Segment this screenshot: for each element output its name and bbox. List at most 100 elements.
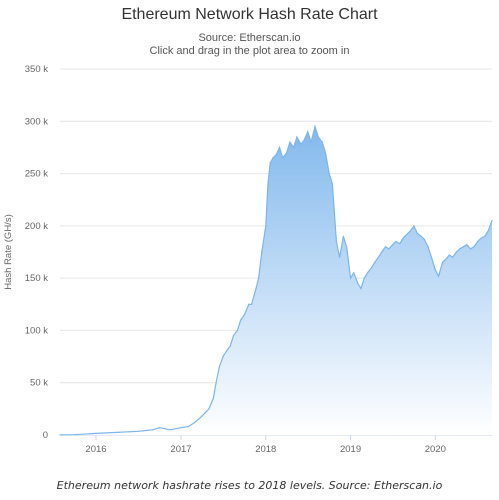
data-point[interactable] xyxy=(322,142,323,143)
data-point[interactable] xyxy=(222,356,223,357)
hash-rate-chart[interactable]: Ethereum Network Hash Rate Chart Source:… xyxy=(0,0,499,470)
data-point[interactable] xyxy=(402,238,403,239)
data-point[interactable] xyxy=(293,147,294,148)
data-point[interactable] xyxy=(378,257,379,258)
data-point[interactable] xyxy=(95,433,96,434)
data-point[interactable] xyxy=(357,283,358,284)
data-point[interactable] xyxy=(270,163,271,164)
data-point[interactable] xyxy=(265,225,266,226)
data-point[interactable] xyxy=(487,230,488,231)
data-point[interactable] xyxy=(325,152,326,153)
data-point[interactable] xyxy=(395,241,396,242)
data-point[interactable] xyxy=(261,251,262,252)
data-point[interactable] xyxy=(470,248,471,249)
data-point[interactable] xyxy=(219,366,220,367)
data-point[interactable] xyxy=(339,257,340,258)
data-point[interactable] xyxy=(466,244,467,245)
data-point[interactable] xyxy=(180,427,181,428)
data-point[interactable] xyxy=(336,241,337,242)
data-point[interactable] xyxy=(286,152,287,153)
data-point[interactable] xyxy=(353,272,354,273)
data-point[interactable] xyxy=(449,255,450,256)
data-point[interactable] xyxy=(74,434,75,435)
data-point[interactable] xyxy=(226,351,227,352)
data-point[interactable] xyxy=(255,288,256,289)
data-point[interactable] xyxy=(413,225,414,226)
data-point[interactable] xyxy=(438,275,439,276)
data-point[interactable] xyxy=(392,244,393,245)
data-point[interactable] xyxy=(459,248,460,249)
data-point[interactable] xyxy=(406,234,407,235)
data-point[interactable] xyxy=(329,173,330,174)
data-point[interactable] xyxy=(117,432,118,433)
data-point[interactable] xyxy=(258,278,259,279)
data-point[interactable] xyxy=(484,236,485,237)
data-point[interactable] xyxy=(230,346,231,347)
data-point[interactable] xyxy=(477,241,478,242)
data-point[interactable] xyxy=(314,126,315,127)
data-point[interactable] xyxy=(233,335,234,336)
data-point[interactable] xyxy=(138,431,139,432)
data-point[interactable] xyxy=(276,154,277,155)
data-point[interactable] xyxy=(431,257,432,258)
data-point[interactable] xyxy=(343,236,344,237)
data-point[interactable] xyxy=(491,220,492,221)
data-point[interactable] xyxy=(296,136,297,137)
data-point[interactable] xyxy=(417,233,418,234)
data-point[interactable] xyxy=(201,416,202,417)
data-point[interactable] xyxy=(194,422,195,423)
data-point[interactable] xyxy=(424,239,425,240)
data-point[interactable] xyxy=(346,246,347,247)
data-point[interactable] xyxy=(310,142,311,143)
data-point[interactable] xyxy=(279,147,280,148)
data-point[interactable] xyxy=(442,262,443,263)
data-point[interactable] xyxy=(169,429,170,430)
chart-container[interactable]: Ethereum Network Hash Rate Chart Source:… xyxy=(0,0,499,470)
y-tick-label: 100 k xyxy=(25,325,48,336)
data-point[interactable] xyxy=(244,314,245,315)
data-point[interactable] xyxy=(463,246,464,247)
data-point[interactable] xyxy=(371,267,372,268)
data-point[interactable] xyxy=(367,272,368,273)
data-point[interactable] xyxy=(360,288,361,289)
data-point[interactable] xyxy=(282,157,283,158)
data-point[interactable] xyxy=(248,304,249,305)
data-point[interactable] xyxy=(385,246,386,247)
data-point[interactable] xyxy=(213,398,214,399)
data-point[interactable] xyxy=(304,140,305,141)
data-point[interactable] xyxy=(300,144,301,145)
data-point[interactable] xyxy=(307,131,308,132)
plot-area[interactable] xyxy=(59,126,492,436)
data-point[interactable] xyxy=(480,238,481,239)
data-point[interactable] xyxy=(188,426,189,427)
data-point[interactable] xyxy=(399,243,400,244)
data-point[interactable] xyxy=(410,230,411,231)
data-point[interactable] xyxy=(152,429,153,430)
data-point[interactable] xyxy=(267,183,268,184)
data-point[interactable] xyxy=(388,248,389,249)
data-point[interactable] xyxy=(272,157,273,158)
data-point[interactable] xyxy=(473,246,474,247)
data-point[interactable] xyxy=(456,251,457,252)
data-point[interactable] xyxy=(208,408,209,409)
data-point[interactable] xyxy=(428,246,429,247)
data-point[interactable] xyxy=(240,319,241,320)
data-point[interactable] xyxy=(215,382,216,383)
data-point[interactable] xyxy=(237,330,238,331)
data-point[interactable] xyxy=(374,262,375,263)
data-point[interactable] xyxy=(289,142,290,143)
y-axis-ticks: 0 50 k 100 k 150 k 200 k 250 k 300 k 350 k xyxy=(25,64,48,441)
data-point[interactable] xyxy=(159,427,160,428)
y-tick-label: 350 k xyxy=(25,64,48,75)
data-point[interactable] xyxy=(332,183,333,184)
data-point[interactable] xyxy=(452,257,453,258)
data-point[interactable] xyxy=(445,259,446,260)
data-point[interactable] xyxy=(59,434,60,435)
data-point[interactable] xyxy=(435,269,436,270)
data-point[interactable] xyxy=(318,136,319,137)
data-point[interactable] xyxy=(381,251,382,252)
data-point[interactable] xyxy=(421,236,422,237)
data-point[interactable] xyxy=(350,278,351,279)
data-point[interactable] xyxy=(364,278,365,279)
data-point[interactable] xyxy=(251,304,252,305)
